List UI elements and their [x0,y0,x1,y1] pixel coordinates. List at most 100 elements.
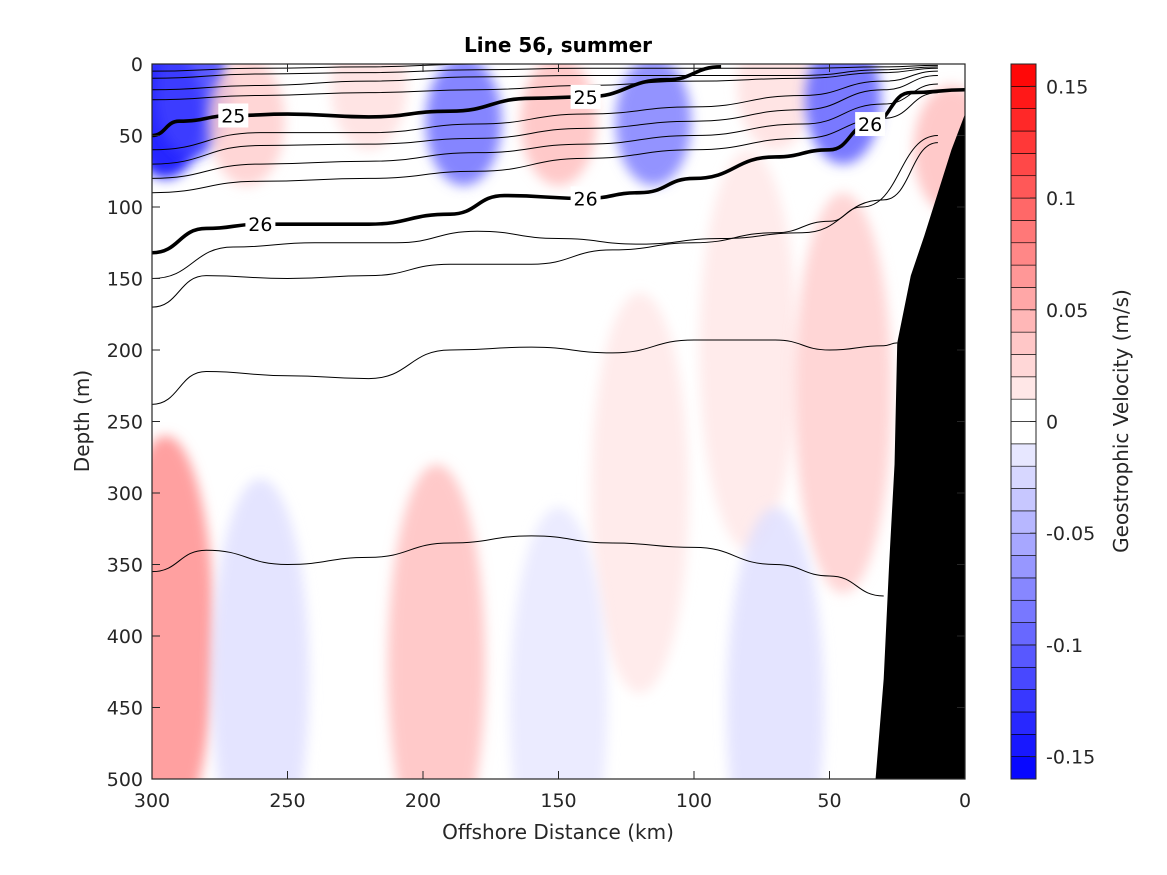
contour-labels: 25 25 26 26 26 [218,84,886,237]
colorbar-band-16 [1010,398,1037,422]
colorbar-bands [1010,63,1037,780]
x-tick-label-100: 100 [676,790,712,812]
contour-label-bg [245,212,276,237]
velocity-core-4 [425,64,502,186]
x-tick-label-0: 0 [959,790,971,812]
isopycnal-2 [152,66,938,91]
velocity-field [152,64,965,779]
y-tick-label-350: 350 [107,555,143,577]
contour-label-26-2: 26 [858,114,882,136]
x-tick-label-150: 150 [540,790,576,812]
colorbar-band-12 [1010,488,1037,512]
contour-label-25-1: 25 [574,87,598,109]
colorbar-band-5 [1010,644,1037,668]
y-axis-label: Depth (m) [70,370,94,472]
colorbar-band-29 [1010,108,1037,132]
colorbar-band-30 [1010,86,1037,109]
isopycnal-11 [152,135,938,308]
y-tick-label-150: 150 [107,269,143,291]
velocity-core-12 [591,292,689,694]
velocity-core-17 [726,507,825,779]
contour-label-bg [218,103,249,128]
y-tick-label-500: 500 [107,769,143,791]
y-tick-label-450: 450 [107,698,143,720]
isopycnal-contours [152,64,965,597]
colorbar-band-27 [1010,153,1037,177]
colorbar-band-11 [1010,510,1037,534]
colorbar-tick-label-3: 0 [1046,412,1058,434]
colorbar-band-4 [1010,666,1037,690]
colorbar-band-17 [1010,376,1037,400]
isopycnal-13 [152,535,884,597]
x-axis-label: Offshore Distance (km) [442,820,674,844]
colorbar-tick-label-0: 0.15 [1046,76,1088,98]
isopycnal-10 [152,142,938,279]
colorbar-band-14 [1010,443,1037,467]
colorbar-band-2 [1010,711,1037,735]
colorbar-band-13 [1010,465,1037,489]
velocity-core-15 [211,478,310,779]
velocity-core-14 [794,192,892,594]
y-tick-label-400: 400 [107,626,143,648]
colorbar-band-31 [1010,63,1037,87]
isopycnal-0 [152,64,938,72]
colorbar-band-8 [1010,577,1037,601]
chart-title: Line 56, summer [464,33,652,57]
velocity-core-7 [737,64,814,150]
contour-label-bg [570,84,601,109]
isopycnal-6 [152,74,938,165]
y-tick-label-100: 100 [107,197,143,219]
x-tick-label-250: 250 [269,790,305,812]
contour-label-bg [855,112,886,137]
colorbar-band-18 [1010,354,1037,378]
contour-label-bg [570,186,601,211]
colorbar: 0.15 0.1 0.05 0 -0.05 -0.1 -0.15 Geostrophic V… [1010,63,1133,780]
isopycnal-1 [152,64,938,79]
y-tick-label-200: 200 [107,340,143,362]
colorbar-band-7 [1010,599,1037,623]
colorbar-band-19 [1010,331,1037,355]
colorbar-tick-label-2: 0.05 [1046,300,1088,322]
colorbar-band-24 [1010,220,1037,244]
plot-area: 25 25 26 26 26 [151,63,966,780]
isopycnal-5 [152,70,938,151]
colorbar-band-21 [1010,287,1037,311]
isopycnal-4 [152,65,722,138]
colorbar-tick-label-5: -0.1 [1046,635,1083,657]
seafloor [875,114,965,779]
y-tick-label-250: 250 [107,412,143,434]
colorbar-ticks: 0.15 0.1 0.05 0 -0.05 -0.1 -0.15 [1030,76,1095,769]
y-tick-label-50: 50 [119,126,143,148]
colorbar-band-15 [1010,421,1037,445]
colorbar-tick-label-4: -0.05 [1046,523,1095,545]
isopycnal-12 [152,339,898,405]
contour-label-25-0: 25 [221,105,245,127]
colorbar-label: Geostrophic Velocity (m/s) [1109,289,1133,553]
colorbar-band-1 [1010,734,1037,757]
isopycnal-7 [152,83,938,179]
y-axis: 0 50 100 150 200 250 300 350 400 450 500 [107,54,965,791]
colorbar-band-23 [1010,242,1037,266]
y-tick-label-0: 0 [131,54,143,76]
colorbar-band-25 [1010,197,1037,221]
y-tick-label-300: 300 [107,483,143,505]
colorbar-band-26 [1010,175,1037,199]
colorbar-band-3 [1010,689,1037,713]
velocity-core-10 [152,435,215,779]
velocity-core-16 [509,507,608,779]
x-axis: 300 250 200 150 100 50 0 [134,64,971,812]
x-tick-label-200: 200 [405,790,441,812]
colorbar-band-6 [1010,622,1037,646]
x-tick-label-300: 300 [134,790,170,812]
colorbar-tick-label-1: 0.1 [1046,188,1076,210]
colorbar-band-0 [1010,756,1037,780]
x-tick-label-50: 50 [817,790,841,812]
velocity-core-13 [699,149,797,551]
contour-label-26-1: 26 [574,188,598,210]
colorbar-band-9 [1010,555,1037,579]
colorbar-band-22 [1010,264,1037,288]
colorbar-band-28 [1010,130,1037,154]
colorbar-tick-label-6: -0.15 [1046,747,1095,769]
velocity-core-3 [330,64,407,150]
